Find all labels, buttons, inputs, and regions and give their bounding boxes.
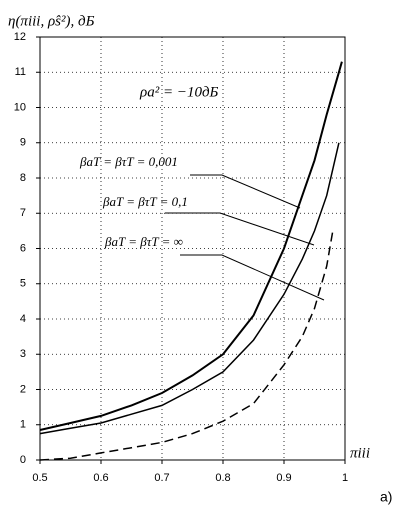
plot-frame (39, 36, 346, 461)
series-line (39, 142, 340, 435)
panel-label: a) (380, 489, 392, 505)
y-tick-label: 10 (14, 101, 26, 113)
series-line (39, 230, 334, 461)
annotation: ρa² = −10дБ (139, 84, 219, 100)
y-tick-label: 3 (20, 348, 26, 360)
x-tick-label: 0.9 (276, 472, 291, 484)
y-tick-label: 5 (20, 278, 26, 290)
x-tick-label: 0.7 (154, 472, 169, 484)
x-axis-title: πiii (350, 445, 370, 461)
y-tick-label: 4 (20, 313, 26, 325)
y-tick-label: 7 (20, 207, 26, 219)
y-tick-label: 12 (14, 31, 26, 43)
x-tick-label: 0.6 (93, 472, 108, 484)
leader-line (190, 174, 301, 209)
annotation: βaT = βτT = 0,001 (79, 154, 178, 169)
y-tick-label: 11 (15, 66, 26, 78)
series-line (39, 61, 343, 431)
leader-line (180, 254, 325, 301)
annotation: βaT = βτT = 0,1 (102, 194, 188, 209)
y-axis-title: η(πiii, ρ̂s²), дБ (8, 13, 95, 29)
x-tick-label: 0.8 (215, 472, 230, 484)
y-tick-label: 8 (20, 172, 26, 184)
x-tick-label: 1 (342, 472, 348, 484)
x-tick-label: 0.5 (32, 472, 47, 484)
y-tick-label: 9 (20, 137, 26, 149)
y-tick-label: 1 (20, 419, 26, 431)
y-tick-label: 0 (20, 454, 26, 466)
y-tick-label: 2 (20, 383, 26, 395)
annotation: βaT = βτT = ∞ (104, 234, 183, 249)
y-tick-label: 6 (20, 242, 26, 254)
